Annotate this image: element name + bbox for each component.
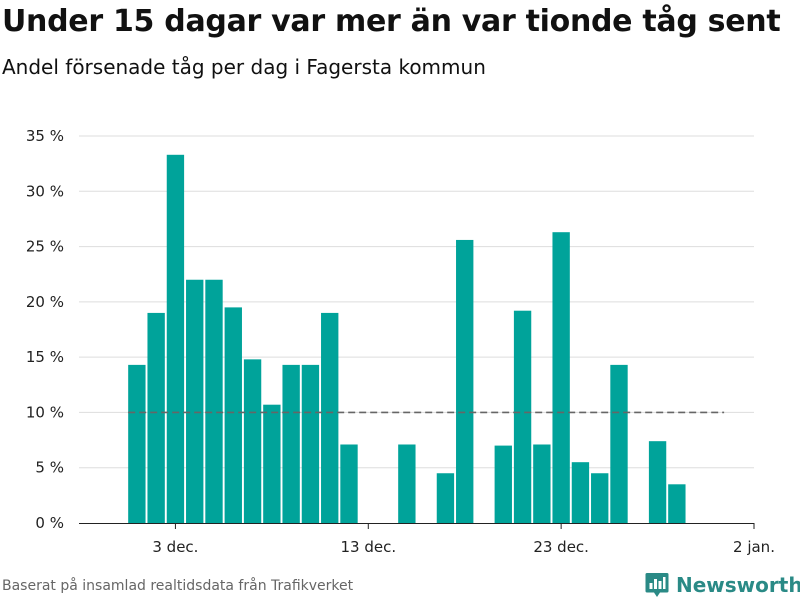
bar: [513, 310, 532, 523]
bar: [205, 279, 223, 523]
brand: Newsworthy: [645, 570, 800, 600]
bar: [456, 239, 474, 524]
bar: [243, 359, 262, 523]
bar: [398, 444, 416, 523]
bar: [186, 279, 204, 523]
y-tick-label: 5 %: [35, 459, 64, 477]
x-axis: 3 dec. 13 dec. 23 dec. 2 jan.: [79, 523, 775, 556]
bar: [263, 404, 281, 523]
x-tick-label: 3 dec.: [152, 538, 198, 556]
y-tick-label: 15 %: [26, 348, 64, 366]
bar: [282, 364, 300, 523]
bar: [436, 473, 455, 523]
bar: [668, 484, 686, 523]
source-note: Baserat på insamlad realtidsdata från Tr…: [2, 578, 354, 594]
y-tick-label: 10 %: [26, 403, 64, 421]
bar: [147, 312, 165, 523]
chart-title: Under 15 dagar var mer än var tionde tåg…: [2, 4, 781, 39]
brand-name: Newsworthy: [676, 573, 800, 597]
bar: [128, 364, 146, 523]
bar: [224, 307, 242, 523]
y-axis-labels: 0 % 5 % 10 % 15 % 20 % 25 % 30 % 35 %: [26, 127, 64, 532]
bar: [610, 364, 628, 523]
bar: [340, 444, 358, 523]
x-tick-label: 13 dec.: [340, 538, 396, 556]
bar: [552, 232, 570, 523]
y-tick-label: 25 %: [26, 238, 64, 256]
bar: [591, 473, 609, 523]
x-tick-label: 2 jan.: [733, 538, 775, 556]
newsworthy-logo-icon: [645, 573, 669, 597]
bar: [533, 444, 551, 523]
bar: [648, 441, 667, 523]
bar: [571, 462, 590, 523]
x-tick-label: 23 dec.: [533, 538, 589, 556]
bar: [494, 445, 512, 523]
bar: [166, 154, 185, 523]
chart-subtitle: Andel försenade tåg per dag i Fagersta k…: [2, 55, 486, 79]
bars: [128, 154, 686, 524]
bar: [321, 312, 339, 523]
y-tick-label: 0 %: [35, 514, 64, 532]
y-tick-label: 30 %: [26, 182, 64, 200]
y-tick-label: 20 %: [26, 293, 64, 311]
y-tick-label: 35 %: [26, 127, 64, 145]
bar: [301, 364, 320, 523]
